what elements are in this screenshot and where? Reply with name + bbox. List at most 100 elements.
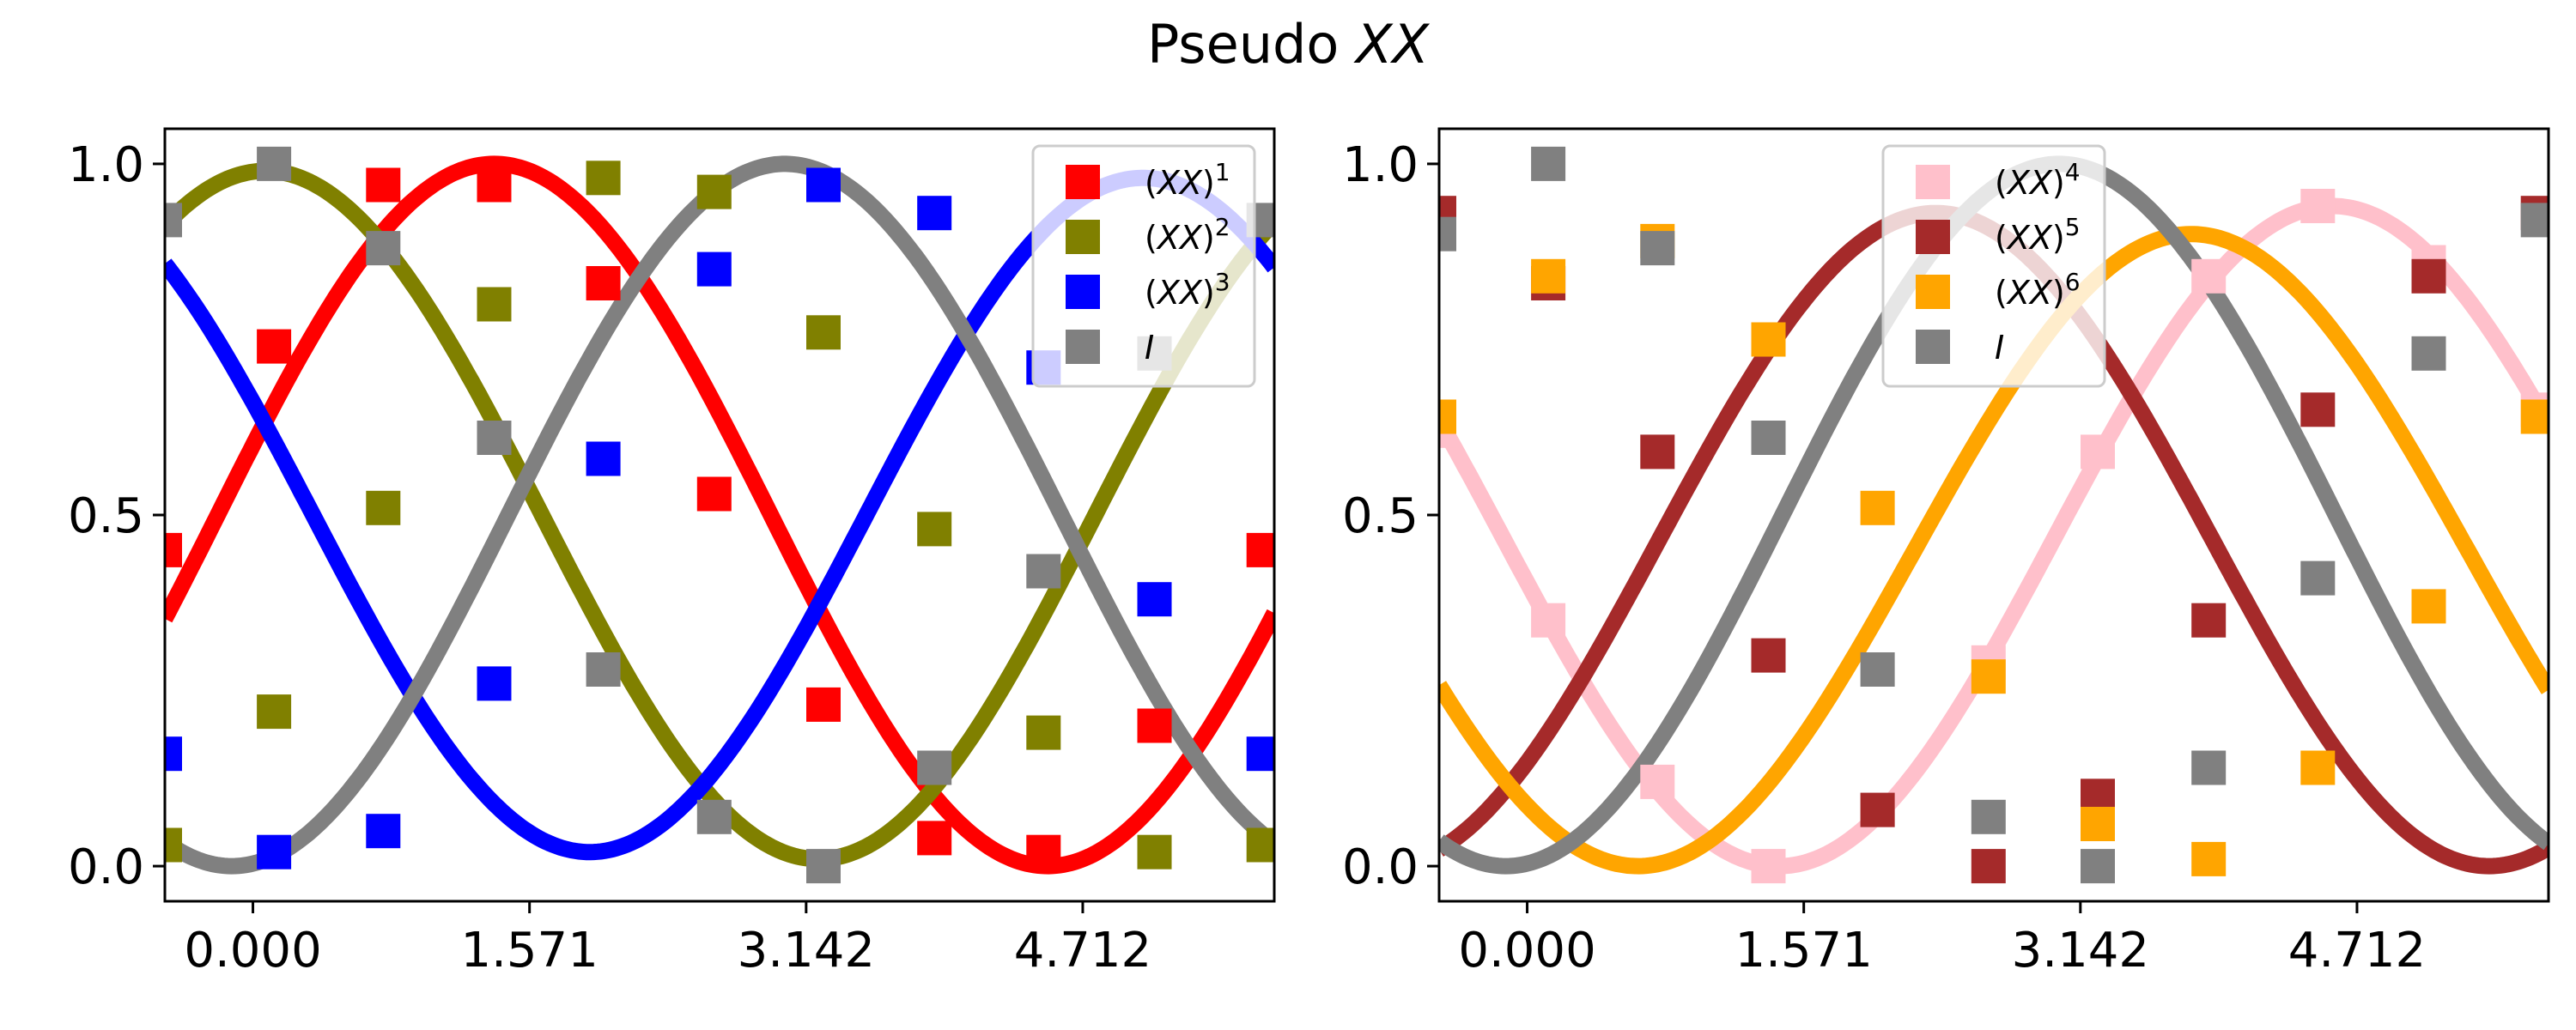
series-3-marker xyxy=(806,167,841,203)
series-4-marker xyxy=(696,799,732,834)
plot-area xyxy=(165,146,1274,884)
series-4-marker xyxy=(2411,336,2446,371)
legend-label: (XX)4 xyxy=(1995,158,2081,202)
chart-title: Pseudo XX xyxy=(1147,13,1431,76)
series-4-marker xyxy=(806,849,841,884)
series-3-marker xyxy=(2191,841,2227,876)
x-tick-label: 3.142 xyxy=(738,923,875,978)
series-3-marker xyxy=(586,441,621,476)
series-1-marker xyxy=(366,167,401,203)
y-tick-label: 1.0 xyxy=(1342,137,1419,193)
series-1-marker xyxy=(165,532,182,567)
series-1-marker xyxy=(1640,764,1675,799)
series-1-marker xyxy=(1751,849,1786,884)
series-1-marker xyxy=(257,329,292,364)
legend-label: (XX)5 xyxy=(1995,213,2081,257)
series-4-marker xyxy=(2520,203,2549,238)
y-tick-label: 0.0 xyxy=(1342,839,1419,895)
legend-label: (XX)3 xyxy=(1145,268,1230,312)
series-4-marker xyxy=(366,231,401,266)
series-3-marker xyxy=(257,834,292,869)
legend-swatch xyxy=(1916,330,1950,364)
series-1-marker xyxy=(1531,603,1566,638)
legend-box xyxy=(1881,144,2106,388)
series-2-marker xyxy=(1137,834,1172,869)
series-4-marker xyxy=(477,421,512,455)
series-4-marker xyxy=(1531,146,1566,181)
series-1-marker xyxy=(2191,258,2227,294)
legend-label: I xyxy=(1995,329,2004,367)
x-tick-label: 3.142 xyxy=(2012,923,2149,978)
legend-swatch xyxy=(1916,165,1950,199)
series-2-marker xyxy=(586,161,621,196)
x-tick-label: 1.571 xyxy=(461,923,598,978)
series-2-marker xyxy=(366,490,401,525)
series-4-marker xyxy=(1860,652,1895,687)
legend-swatch xyxy=(1916,220,1950,254)
series-1-marker xyxy=(1137,708,1172,743)
series-1-marker xyxy=(806,687,841,722)
legend-label: (XX)6 xyxy=(1995,268,2081,312)
series-1-marker xyxy=(2081,434,2115,470)
legend-swatch xyxy=(1916,275,1950,309)
series-4-marker xyxy=(2300,560,2336,596)
series-3-marker xyxy=(1137,582,1172,617)
series-4-marker xyxy=(2191,750,2227,785)
series-2-marker xyxy=(806,315,841,350)
y-tick-label: 0.5 xyxy=(1342,488,1419,544)
series-3-marker xyxy=(2081,807,2115,841)
legend-swatch xyxy=(1066,330,1100,364)
series-3-marker xyxy=(1531,258,1566,294)
legend-label: (XX)2 xyxy=(1145,213,1230,257)
series-2-marker xyxy=(2300,392,2336,427)
series-3-marker xyxy=(1439,399,1456,434)
series-3-marker xyxy=(1246,736,1274,772)
series-1-marker xyxy=(586,266,621,300)
series-3-marker xyxy=(1860,490,1895,525)
series-line-1 xyxy=(165,155,1274,875)
series-3-marker xyxy=(165,736,182,772)
legend-box xyxy=(1031,144,1256,388)
y-tick-label: 0.5 xyxy=(68,488,144,544)
series-4-marker xyxy=(1026,554,1061,589)
series-1-marker xyxy=(1246,532,1274,567)
series-3-marker xyxy=(2411,589,2446,624)
y-tick-label: 0.0 xyxy=(68,839,144,895)
legend-swatch xyxy=(1066,275,1100,309)
series-2-marker xyxy=(2411,258,2446,294)
legend-swatch xyxy=(1066,220,1100,254)
x-tick-label: 4.712 xyxy=(1014,923,1151,978)
legend-label: I xyxy=(1145,329,1154,367)
series-3-marker xyxy=(2520,399,2549,434)
series-4-marker xyxy=(1751,421,1786,455)
plot-area xyxy=(1439,146,2549,884)
series-1-marker xyxy=(696,476,732,512)
series-4-marker xyxy=(257,146,292,181)
series-2-marker xyxy=(1860,792,1895,827)
legend-swatch xyxy=(1066,165,1100,199)
left-panel: 0.00.51.00.000 1.571 3.142 4.712(XX)1(XX)2(… xyxy=(68,127,1276,978)
series-1-marker xyxy=(1026,834,1061,869)
series-line-3 xyxy=(1439,226,2549,875)
series-3-marker xyxy=(366,814,401,849)
series-2-marker xyxy=(696,174,732,209)
series-2-marker xyxy=(917,512,952,547)
series-3-marker xyxy=(696,251,732,287)
series-3-marker xyxy=(917,196,952,231)
legend: (XX)1 (XX)2 (XX)3 I xyxy=(1031,144,1256,388)
x-tick-label: 0.000 xyxy=(184,923,321,978)
legend: (XX)4 (XX)5 (XX)6 I xyxy=(1881,144,2106,388)
series-2-marker xyxy=(1971,849,2006,884)
right-panel: 0.00.51.00.000 1.571 3.142 4.712(XX)4(XX)5(… xyxy=(1342,127,2550,978)
series-4-marker xyxy=(917,750,952,785)
series-4-marker xyxy=(586,652,621,687)
series-3-marker xyxy=(2300,750,2336,785)
series-4-marker xyxy=(1640,231,1675,266)
series-2-marker xyxy=(477,287,512,322)
series-2-marker xyxy=(1026,715,1061,750)
legend-label: (XX)1 xyxy=(1145,158,1230,202)
series-4-marker xyxy=(1971,799,2006,834)
series-3-marker xyxy=(1751,322,1786,357)
series-1-marker xyxy=(477,167,512,203)
